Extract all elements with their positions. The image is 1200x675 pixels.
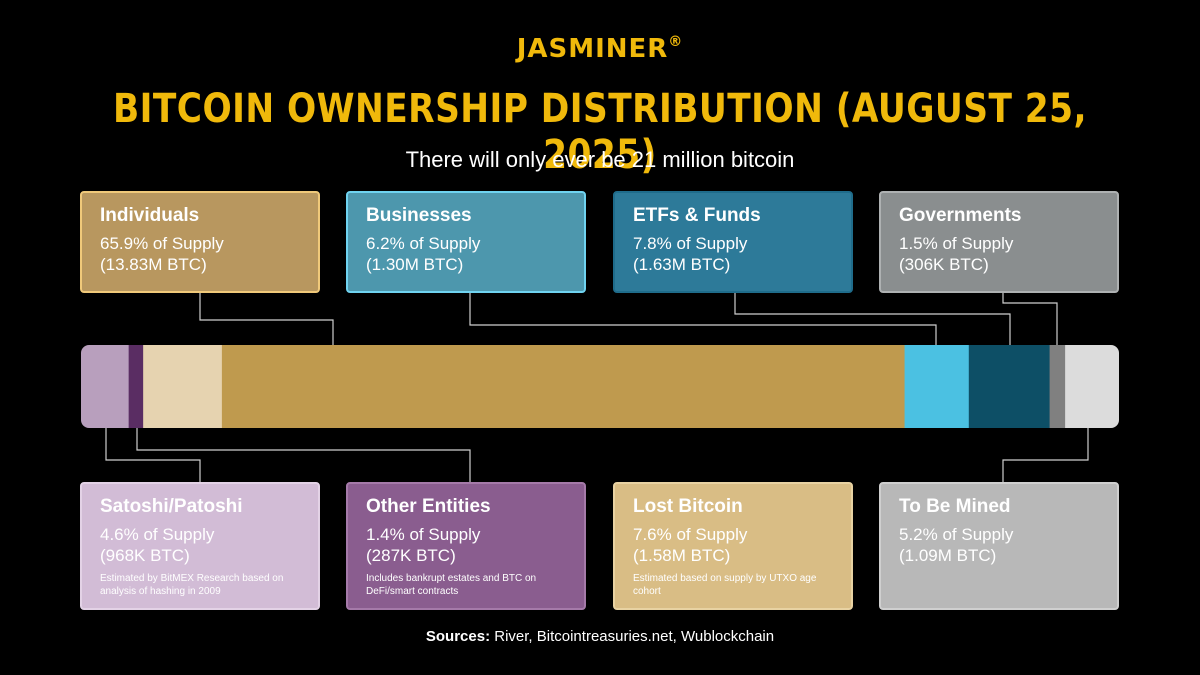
sources-label: Sources: (425, 628, 491, 645)
card-name: Governments (899, 205, 1022, 226)
connector-satoshi (105, 428, 201, 482)
card-btc: (287K BTC) (366, 546, 456, 565)
card-businesses: Businesses 6.2% of Supply (1.30M BTC) (346, 191, 586, 293)
card-percent: 6.2% of Supply (366, 234, 481, 253)
card-percent: 7.8% of Supply (633, 234, 748, 253)
connector-individuals (199, 293, 334, 345)
connector-governments (1002, 293, 1058, 345)
card-etfs-funds: ETFs & Funds 7.8% of Supply (1.63M BTC) (613, 191, 853, 293)
card-name: Businesses (366, 205, 472, 226)
card-note: Estimated by BitMEX Research based on an… (100, 573, 284, 597)
jasminer-logo: JASMINER® (516, 34, 684, 64)
card-governments: Governments 1.5% of Supply (306K BTC) (879, 191, 1119, 293)
card-name: Individuals (100, 205, 200, 226)
card-percent: 1.5% of Supply (899, 234, 1014, 253)
chart-subtitle: There will only ever be 21 million bitco… (405, 147, 795, 172)
card-other-entities: Other Entities 1.4% of Supply (287K BTC)… (346, 482, 586, 610)
card-btc: (13.83M BTC) (100, 255, 207, 274)
connector-businesses (469, 293, 937, 345)
bar-segment-lost (143, 345, 223, 428)
bar-segment-etfs (968, 345, 1051, 428)
bar-segment-other (128, 345, 144, 428)
card-percent: 5.2% of Supply (899, 525, 1014, 544)
bar-segment-businesses (904, 345, 970, 428)
card-percent: 7.6% of Supply (633, 525, 748, 544)
card-btc: (1.30M BTC) (366, 255, 464, 274)
card-note: Estimated based on supply by UTXO age co… (633, 573, 817, 597)
connector-etfs (734, 293, 1011, 345)
card-btc: (1.09M BTC) (899, 546, 997, 565)
chart-title: BITCOIN OWNERSHIP DISTRIBUTION (AUGUST 2… (113, 86, 1087, 178)
card-name: ETFs & Funds (633, 205, 761, 226)
bar-segment-individuals (221, 345, 906, 428)
card-btc: (968K BTC) (100, 546, 190, 565)
card-btc: (1.63M BTC) (633, 255, 731, 274)
card-name: Lost Bitcoin (633, 496, 743, 517)
card-percent: 1.4% of Supply (366, 525, 481, 544)
card-name: To Be Mined (899, 496, 1011, 517)
bar-segment-satoshi (81, 345, 130, 428)
card-individuals: Individuals 65.9% of Supply (13.83M BTC) (80, 191, 320, 293)
card-name: Satoshi/Patoshi (100, 496, 243, 517)
card-to-be-mined: To Be Mined 5.2% of Supply (1.09M BTC) (879, 482, 1119, 610)
card-name: Other Entities (366, 496, 491, 517)
card-note: Includes bankrupt estates and BTC on DeF… (366, 573, 537, 597)
card-lost-bitcoin: Lost Bitcoin 7.6% of Supply (1.58M BTC) … (613, 482, 853, 610)
sources-footnote: Sources: River, Bitcointreasuries.net, W… (0, 628, 1200, 645)
card-btc: (1.58M BTC) (633, 546, 731, 565)
bar-segment-to-be-mined (1065, 345, 1119, 428)
card-satoshi-patoshi: Satoshi/Patoshi 4.6% of Supply (968K BTC… (80, 482, 320, 610)
connector-to-be-mined (1002, 428, 1089, 482)
card-percent: 65.9% of Supply (100, 234, 224, 253)
sources-text: River, Bitcointreasuries.net, Wublockcha… (490, 628, 775, 645)
card-percent: 4.6% of Supply (100, 525, 215, 544)
card-btc: (306K BTC) (899, 255, 989, 274)
bar-segment-governments (1049, 345, 1066, 428)
connector-other (136, 428, 471, 482)
